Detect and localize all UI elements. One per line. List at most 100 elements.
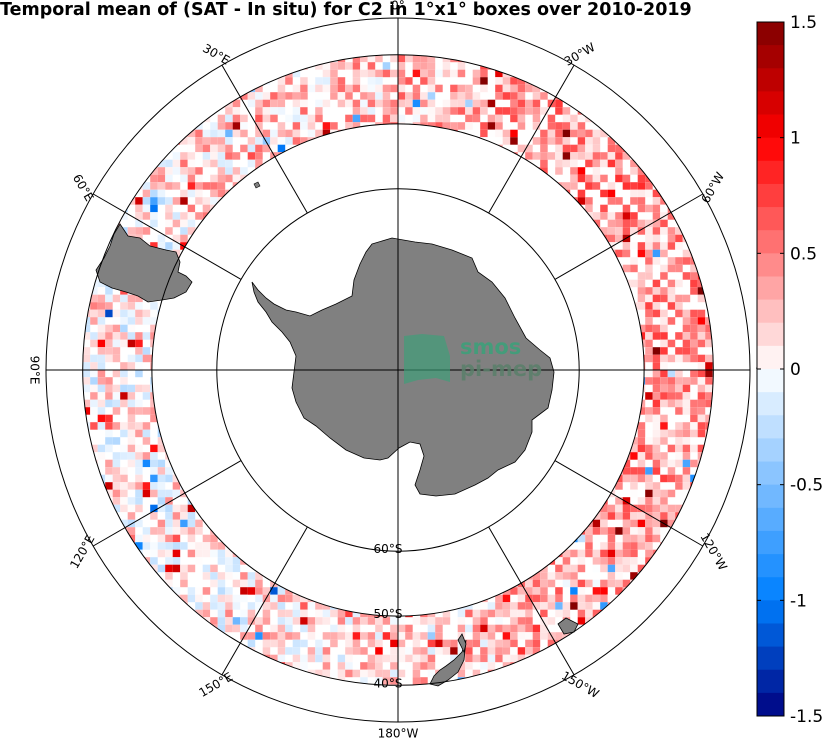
data-cell [502,609,511,618]
data-cell [82,354,83,363]
data-cell [142,197,151,205]
data-cell [142,429,151,438]
data-cell [630,519,638,528]
data-cell [97,362,106,370]
data-cell [480,662,488,670]
data-cell [652,174,661,183]
data-cell [187,167,196,175]
data-cell [450,92,458,100]
data-cell [690,377,698,385]
data-cell [232,114,241,123]
data-cell [165,579,173,588]
data-cell [300,602,308,610]
data-cell [165,167,173,175]
data-cell [667,399,676,408]
data-cell [202,572,211,580]
data-cell [457,647,466,655]
data-cell [570,167,578,175]
data-cell [555,632,563,640]
parallel-label: 60°S [374,542,403,556]
data-cell [150,384,158,393]
data-cell [322,617,331,625]
data-cell [120,309,128,318]
data-cell [405,632,413,640]
data-cell [540,174,548,183]
data-cell [315,99,323,108]
data-cell [555,99,563,108]
data-cell [435,624,443,633]
data-cell [465,594,473,603]
data-cell [547,639,556,648]
data-cell [600,159,608,168]
data-cell [135,362,143,370]
data-cell [427,647,436,655]
data-cell [195,197,203,205]
data-cell [465,662,473,670]
data-cell [112,392,121,400]
sub-antarctic-island [253,181,261,189]
data-cell [622,227,631,235]
data-cell [652,354,661,363]
data-cell [255,587,263,595]
data-cell [622,144,631,153]
data-cell [607,504,616,513]
data-cell [570,564,578,573]
data-cell [172,512,181,520]
data-cell [390,639,398,648]
data-cell [682,332,691,340]
data-cell [90,377,98,385]
data-cell [270,632,278,640]
data-cell [630,242,638,250]
data-cell [540,632,548,640]
data-cell [270,99,278,108]
data-cell [585,174,593,183]
data-cell [150,489,158,498]
data-cell [600,579,608,588]
data-cell [540,129,548,138]
data-cell [375,669,383,678]
data-cell [82,377,83,385]
data-cell [232,624,241,633]
data-cell [442,54,451,55]
data-cell [615,587,623,595]
data-cell [532,602,541,610]
data-cell [517,662,526,670]
data-cell [502,129,511,138]
data-cell [375,77,383,85]
data-cell [247,572,256,580]
data-cell [637,459,646,468]
data-cell [195,182,203,190]
data-cell [645,257,653,265]
data-cell [322,654,331,663]
data-cell [82,354,91,363]
data-cell [510,654,518,663]
data-cell [637,174,646,183]
data-cell [345,84,353,93]
data-cell [517,92,526,100]
data-cell [142,452,151,460]
data-cell [697,407,706,415]
data-cell [165,182,173,190]
data-cell [225,144,233,153]
data-cell [697,422,706,430]
data-cell [105,294,113,303]
data-cell [307,647,316,655]
data-cell [120,339,128,348]
data-cell [292,647,301,655]
data-cell [660,452,668,460]
data-cell [555,587,563,595]
data-cell [390,107,398,115]
data-cell [585,527,593,535]
data-cell [375,662,383,670]
data-cell [577,114,586,123]
data-cell [697,309,706,318]
data-cell [172,564,181,573]
data-cell [645,309,653,318]
data-cell [202,137,211,145]
data-cell [622,564,631,573]
data-cell [82,324,91,333]
data-cell [697,474,706,483]
data-cell [667,339,676,348]
data-cell [187,182,196,190]
data-cell [97,392,106,400]
